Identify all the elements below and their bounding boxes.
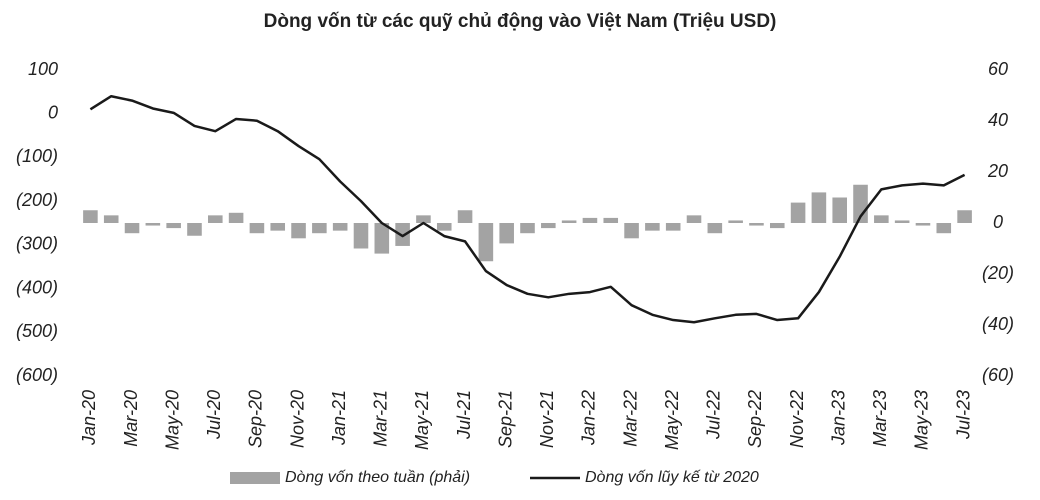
bar — [478, 223, 494, 262]
x-tick-label: Jul-22 — [704, 390, 724, 440]
bar — [520, 223, 535, 234]
bar — [936, 223, 952, 234]
bar — [436, 223, 452, 231]
y-tick-label: 0 — [48, 102, 58, 122]
bar — [416, 215, 431, 223]
bar — [124, 223, 140, 234]
x-tick-label: Jan-21 — [329, 390, 349, 446]
bar — [686, 215, 702, 223]
x-tick-label: Nov-22 — [787, 390, 807, 448]
bar — [561, 220, 577, 223]
bar — [915, 223, 931, 226]
x-tick-label: Jul-23 — [953, 390, 973, 440]
y-tick-label: 100 — [28, 59, 58, 79]
bar — [665, 223, 681, 231]
bar — [353, 223, 369, 249]
x-tick-label: Jan-20 — [79, 390, 99, 446]
y-tick-label: (400) — [16, 277, 58, 297]
line — [89, 94, 966, 324]
x-tick-label: Nov-20 — [287, 390, 307, 448]
y-tick-label: (40) — [982, 314, 1014, 334]
bar — [874, 215, 889, 223]
bar — [187, 223, 202, 236]
x-tick-label: Sep-21 — [495, 390, 515, 448]
bar — [249, 223, 265, 234]
bar — [145, 223, 161, 226]
legend-label: Dòng vốn theo tuần (phải) — [285, 469, 470, 486]
bar — [103, 215, 119, 223]
bar — [811, 192, 827, 223]
bar — [374, 223, 390, 254]
bar — [312, 223, 327, 234]
y-tick-label: 20 — [987, 161, 1008, 181]
bar — [457, 210, 473, 223]
bar — [790, 202, 806, 223]
x-tick-label: Jan-22 — [579, 390, 599, 446]
bar — [541, 223, 556, 229]
bar — [707, 223, 723, 234]
y-tick-label: 60 — [988, 59, 1008, 79]
bar — [728, 220, 743, 223]
x-tick-label: Jan-23 — [828, 390, 848, 446]
bar — [603, 217, 619, 223]
x-tick-label: Mar-21 — [371, 390, 391, 447]
bar — [291, 223, 306, 239]
y-tick-label: (100) — [16, 146, 58, 166]
bar — [228, 212, 244, 223]
x-tick-label: Jul-20 — [204, 390, 224, 440]
x-tick-label: Jul-21 — [454, 390, 474, 440]
bar — [582, 217, 598, 223]
bar — [894, 220, 910, 223]
x-tick-label: May-21 — [412, 390, 432, 450]
y-tick-label: (200) — [16, 190, 58, 210]
x-tick-label: Sep-20 — [246, 390, 266, 448]
legend-label: Dòng vốn lũy kế từ 2020 — [585, 469, 759, 486]
bar — [624, 223, 639, 239]
x-tick-label: May-23 — [912, 390, 932, 450]
y-tick-label: (600) — [16, 365, 58, 385]
x-tick-label: Mar-23 — [870, 390, 890, 447]
bar — [208, 215, 223, 223]
x-tick-label: Mar-22 — [620, 390, 640, 447]
bar — [957, 210, 972, 223]
x-tick-label: Mar-20 — [121, 390, 141, 447]
y-tick-label: (500) — [16, 321, 58, 341]
x-tick-label: May-20 — [162, 390, 182, 450]
y-tick-label: (300) — [16, 234, 58, 254]
y-tick-label: (60) — [982, 365, 1014, 385]
bar — [166, 223, 181, 229]
bar — [83, 210, 98, 223]
bar — [645, 223, 660, 231]
bar — [270, 223, 286, 231]
chart-title: Dòng vốn từ các quỹ chủ động vào Việt Na… — [264, 11, 777, 32]
bar — [769, 223, 785, 229]
bar — [832, 197, 847, 223]
legend-swatch — [230, 472, 280, 484]
bar — [395, 223, 410, 246]
bar — [749, 223, 764, 226]
x-tick-label: May-22 — [662, 390, 682, 450]
x-tick-label: Sep-22 — [745, 390, 765, 448]
bar — [499, 223, 514, 244]
y-tick-label: (20) — [982, 263, 1014, 283]
y-tick-label: 40 — [988, 110, 1008, 130]
bar — [332, 223, 348, 231]
y-tick-label: 0 — [993, 212, 1003, 232]
x-tick-label: Nov-21 — [537, 390, 557, 448]
